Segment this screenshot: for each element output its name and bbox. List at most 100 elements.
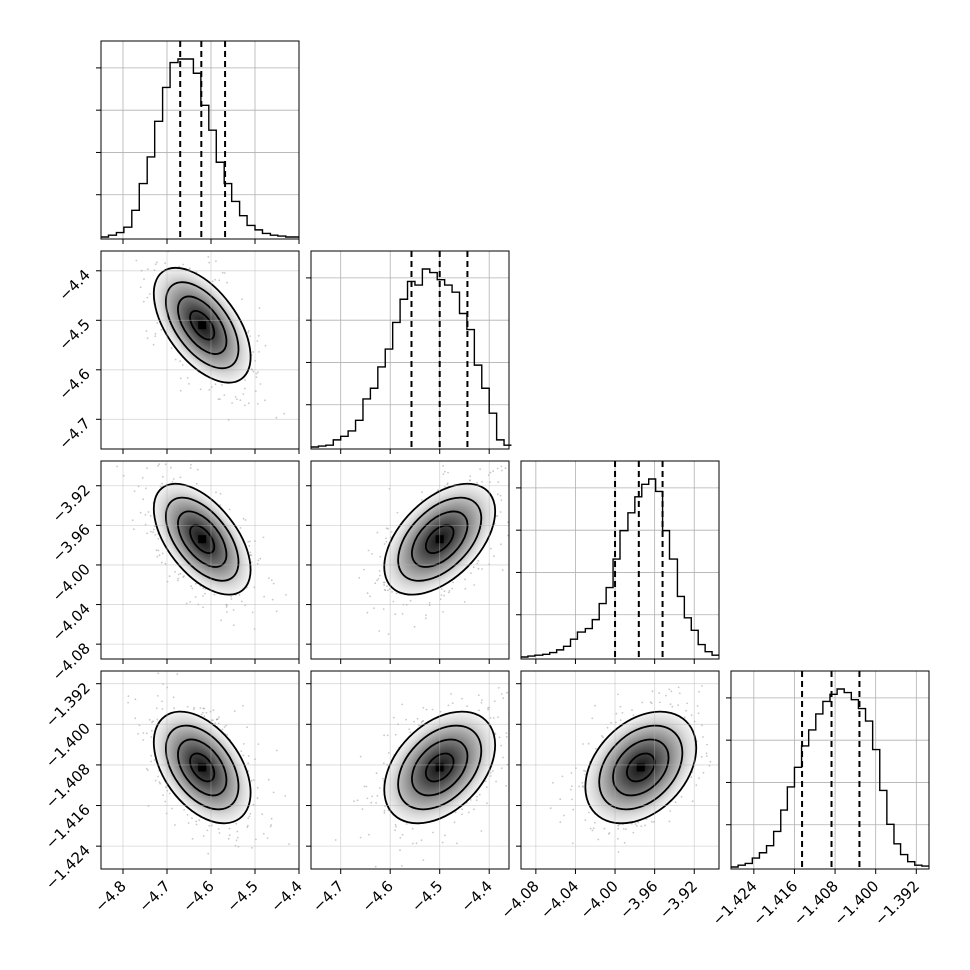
sample-point: [147, 450, 149, 452]
sample-point: [446, 482, 449, 485]
sample-point: [487, 708, 490, 711]
sample-point: [214, 278, 217, 281]
panel-content: [521, 671, 726, 869]
sample-point: [164, 562, 167, 565]
panel-frame: [730, 670, 930, 870]
sample-point: [395, 825, 397, 828]
sample-point: [669, 703, 672, 706]
sample-point: [176, 673, 179, 676]
sample-point: [256, 797, 259, 800]
sample-point: [422, 859, 425, 861]
sample-point: [182, 263, 185, 266]
sample-point: [617, 837, 619, 840]
sample-point: [451, 587, 453, 590]
sample-point: [489, 771, 492, 774]
sample-point: [428, 602, 431, 604]
sample-point: [444, 470, 446, 473]
sample-point: [255, 372, 258, 375]
sample-point: [615, 712, 618, 715]
sample-point: [262, 536, 265, 539]
contour-line: [626, 752, 656, 783]
sample-point: [678, 692, 681, 695]
sample-point: [461, 808, 463, 811]
x-tick-label: −3.96: [616, 877, 661, 922]
sample-point: [358, 576, 361, 579]
sample-point: [437, 489, 439, 491]
sample-point: [724, 715, 726, 717]
sample-point: [683, 716, 686, 719]
sample-point: [225, 724, 228, 727]
sample-point: [170, 347, 173, 350]
sample-point: [202, 870, 204, 872]
sample-point: [385, 540, 388, 543]
sample-point: [172, 242, 174, 244]
sample-point: [146, 296, 149, 299]
sample-point: [127, 701, 129, 704]
sample-point: [671, 705, 674, 708]
sample-point: [461, 813, 463, 816]
sample-point: [454, 811, 457, 814]
sample-point: [570, 788, 572, 791]
sample-point: [708, 764, 711, 767]
sample-point: [601, 735, 603, 737]
sample-point: [489, 775, 492, 777]
sample-point: [500, 693, 503, 695]
sample-point: [622, 828, 625, 830]
sample-point: [183, 575, 185, 577]
sample-point: [401, 612, 404, 615]
sample-point: [179, 389, 182, 392]
sample-point: [399, 837, 402, 839]
sample-point: [420, 839, 423, 842]
sample-point: [617, 824, 620, 827]
sample-point: [696, 705, 699, 707]
sample-point: [244, 519, 247, 521]
sample-point: [705, 752, 708, 755]
x-tick-label: −3.92: [656, 877, 701, 922]
sample-point: [500, 465, 503, 468]
sample-point: [481, 699, 483, 701]
sample-point: [493, 700, 496, 703]
histogram-panel-0: [96, 40, 300, 240]
sample-point: [251, 611, 254, 614]
sample-point: [271, 598, 274, 601]
x-tick-label: −4.7: [309, 877, 347, 915]
sample-point: [487, 707, 489, 709]
sample-point: [238, 659, 240, 661]
density-panel-2-0: [100, 450, 300, 661]
sample-point: [477, 559, 480, 562]
sample-point: [571, 842, 574, 845]
sample-point: [174, 824, 176, 826]
sample-point: [400, 865, 403, 867]
density-panel-2-1: [310, 460, 516, 660]
sample-point: [171, 807, 173, 810]
sample-point: [270, 824, 273, 826]
sample-point: [584, 770, 587, 773]
sample-point: [143, 278, 145, 281]
sample-point: [594, 747, 597, 750]
sample-point: [236, 398, 238, 400]
sample-point: [189, 267, 191, 270]
sample-point: [257, 743, 260, 745]
sample-point: [448, 591, 450, 594]
sample-point: [658, 701, 661, 704]
sample-point: [121, 245, 123, 247]
x-tick-label: −4.5: [223, 877, 261, 915]
sample-point: [189, 467, 192, 469]
sample-point: [236, 830, 239, 833]
sample-point: [386, 734, 389, 737]
sample-point: [421, 491, 423, 494]
sample-point: [405, 718, 407, 721]
sample-point: [243, 387, 246, 390]
sample-point: [267, 778, 270, 781]
sample-point: [252, 351, 255, 353]
sample-point: [514, 529, 516, 531]
sample-point: [641, 701, 644, 704]
sample-point: [145, 767, 148, 770]
sample-point: [334, 839, 337, 841]
sample-point: [559, 821, 562, 824]
sample-point: [255, 376, 258, 378]
sample-point: [640, 825, 643, 828]
sample-point: [698, 690, 700, 693]
contour-line: [177, 295, 228, 355]
sample-point: [572, 808, 575, 811]
